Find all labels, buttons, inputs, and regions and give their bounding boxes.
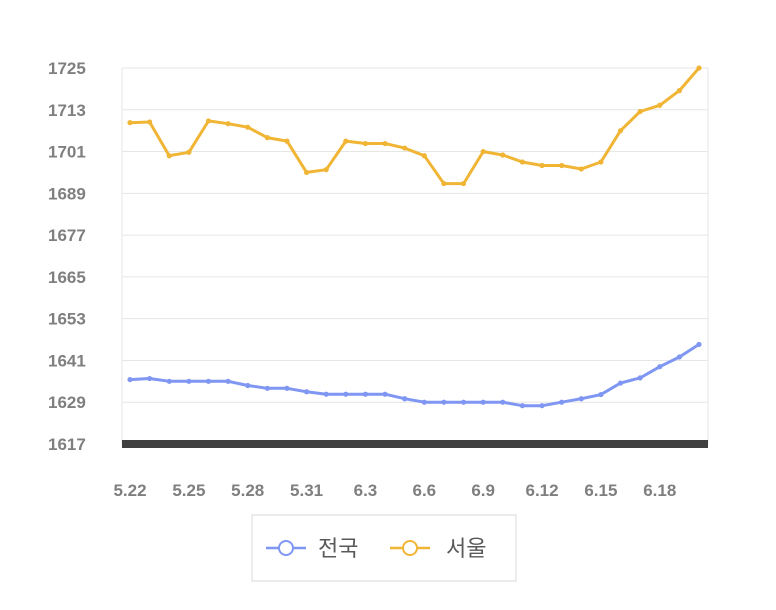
data-point <box>637 375 643 381</box>
y-tick-label: 1641 <box>48 351 86 370</box>
data-point <box>323 167 329 173</box>
gridlines <box>121 67 709 444</box>
data-point <box>441 399 447 405</box>
data-point <box>245 382 251 389</box>
data-point <box>323 391 329 397</box>
y-tick-label: 1725 <box>48 59 86 78</box>
y-axis-ticks: 1617 1629 1641 1653 1665 1677 1689 1701 1713 1725 <box>48 59 86 454</box>
data-point <box>696 65 702 71</box>
data-point <box>500 399 506 405</box>
y-tick-label: 1701 <box>48 143 86 162</box>
legend-marker-circle-series-1 <box>278 540 294 556</box>
data-point <box>284 138 290 144</box>
data-point <box>362 391 369 397</box>
data-point <box>382 391 388 397</box>
data-point <box>676 354 682 360</box>
x-axis-ticks: 5.22 5.25 5.28 5.31 6.3 6.6 6.9 6.12 6.15 6.18 <box>113 481 676 500</box>
data-point <box>147 119 153 125</box>
data-point <box>460 399 467 405</box>
data-point <box>402 145 408 151</box>
data-point <box>343 138 349 144</box>
y-tick-label: 1629 <box>48 393 86 412</box>
data-point <box>343 391 349 397</box>
legend[interactable]: 전국 서울 <box>251 514 517 582</box>
data-point <box>559 162 565 169</box>
data-point <box>598 159 604 165</box>
data-point <box>539 403 545 409</box>
legend-item-series-1[interactable]: 전국 <box>266 537 358 562</box>
data-point <box>127 120 133 126</box>
data-point <box>225 378 231 384</box>
data-point <box>264 135 270 141</box>
y-tick-label: 1677 <box>48 226 86 245</box>
data-point <box>500 152 506 158</box>
data-point <box>578 396 584 402</box>
data-point <box>676 88 682 94</box>
data-point <box>225 121 231 127</box>
y-tick-label: 1665 <box>48 268 86 287</box>
x-tick-label: 5.28 <box>231 481 264 500</box>
y-tick-label: 1689 <box>48 184 86 203</box>
data-point <box>598 391 604 398</box>
data-point <box>186 149 192 155</box>
data-point <box>696 341 702 348</box>
x-tick-label: 6.12 <box>525 481 558 500</box>
series-line-1 <box>128 342 701 408</box>
x-tick-label: 6.15 <box>584 481 617 500</box>
data-point <box>166 378 172 384</box>
data-point <box>303 169 310 176</box>
data-point <box>205 378 212 384</box>
x-tick-label: 5.25 <box>172 481 205 500</box>
data-point <box>402 396 408 402</box>
data-point <box>245 124 251 130</box>
y-tick-label: 1653 <box>48 310 86 329</box>
legend-label-series-2: 서울 <box>446 537 486 562</box>
data-point <box>480 148 486 155</box>
y-tick-label: 1713 <box>48 101 86 120</box>
x-tick-label: 5.31 <box>290 481 323 500</box>
data-point <box>362 140 369 147</box>
data-point <box>480 399 486 405</box>
data-point <box>303 389 310 395</box>
data-point <box>657 364 663 370</box>
data-point <box>519 159 526 165</box>
data-point <box>421 399 427 405</box>
data-point <box>147 375 153 382</box>
data-point <box>441 180 447 187</box>
data-point <box>421 153 427 159</box>
series-lines <box>127 65 702 409</box>
data-point <box>127 376 133 383</box>
data-point <box>284 385 290 391</box>
x-tick-label: 6.9 <box>471 481 495 500</box>
data-point <box>617 380 624 386</box>
data-point <box>637 108 643 115</box>
x-tick-label: 6.3 <box>354 481 378 500</box>
legend-marker-circle-series-2 <box>402 540 418 556</box>
data-point <box>559 399 565 405</box>
data-point <box>382 140 388 147</box>
x-axis-baseline <box>122 440 708 448</box>
data-point <box>539 162 545 169</box>
data-point <box>519 403 526 409</box>
legend-item-series-2[interactable]: 서울 <box>390 537 486 562</box>
data-point <box>617 128 624 134</box>
y-tick-label: 1617 <box>48 435 86 454</box>
legend-label-series-1: 전국 <box>318 537 358 562</box>
data-point <box>264 385 270 391</box>
data-point <box>657 102 663 108</box>
x-tick-label: 6.6 <box>412 481 436 500</box>
data-point <box>460 180 467 187</box>
data-point <box>166 153 172 159</box>
series-line-2 <box>128 66 701 186</box>
data-point <box>186 378 192 384</box>
x-tick-label: 5.22 <box>113 481 146 500</box>
data-point <box>205 118 212 124</box>
data-point <box>578 166 584 172</box>
x-tick-label: 6.18 <box>643 481 676 500</box>
